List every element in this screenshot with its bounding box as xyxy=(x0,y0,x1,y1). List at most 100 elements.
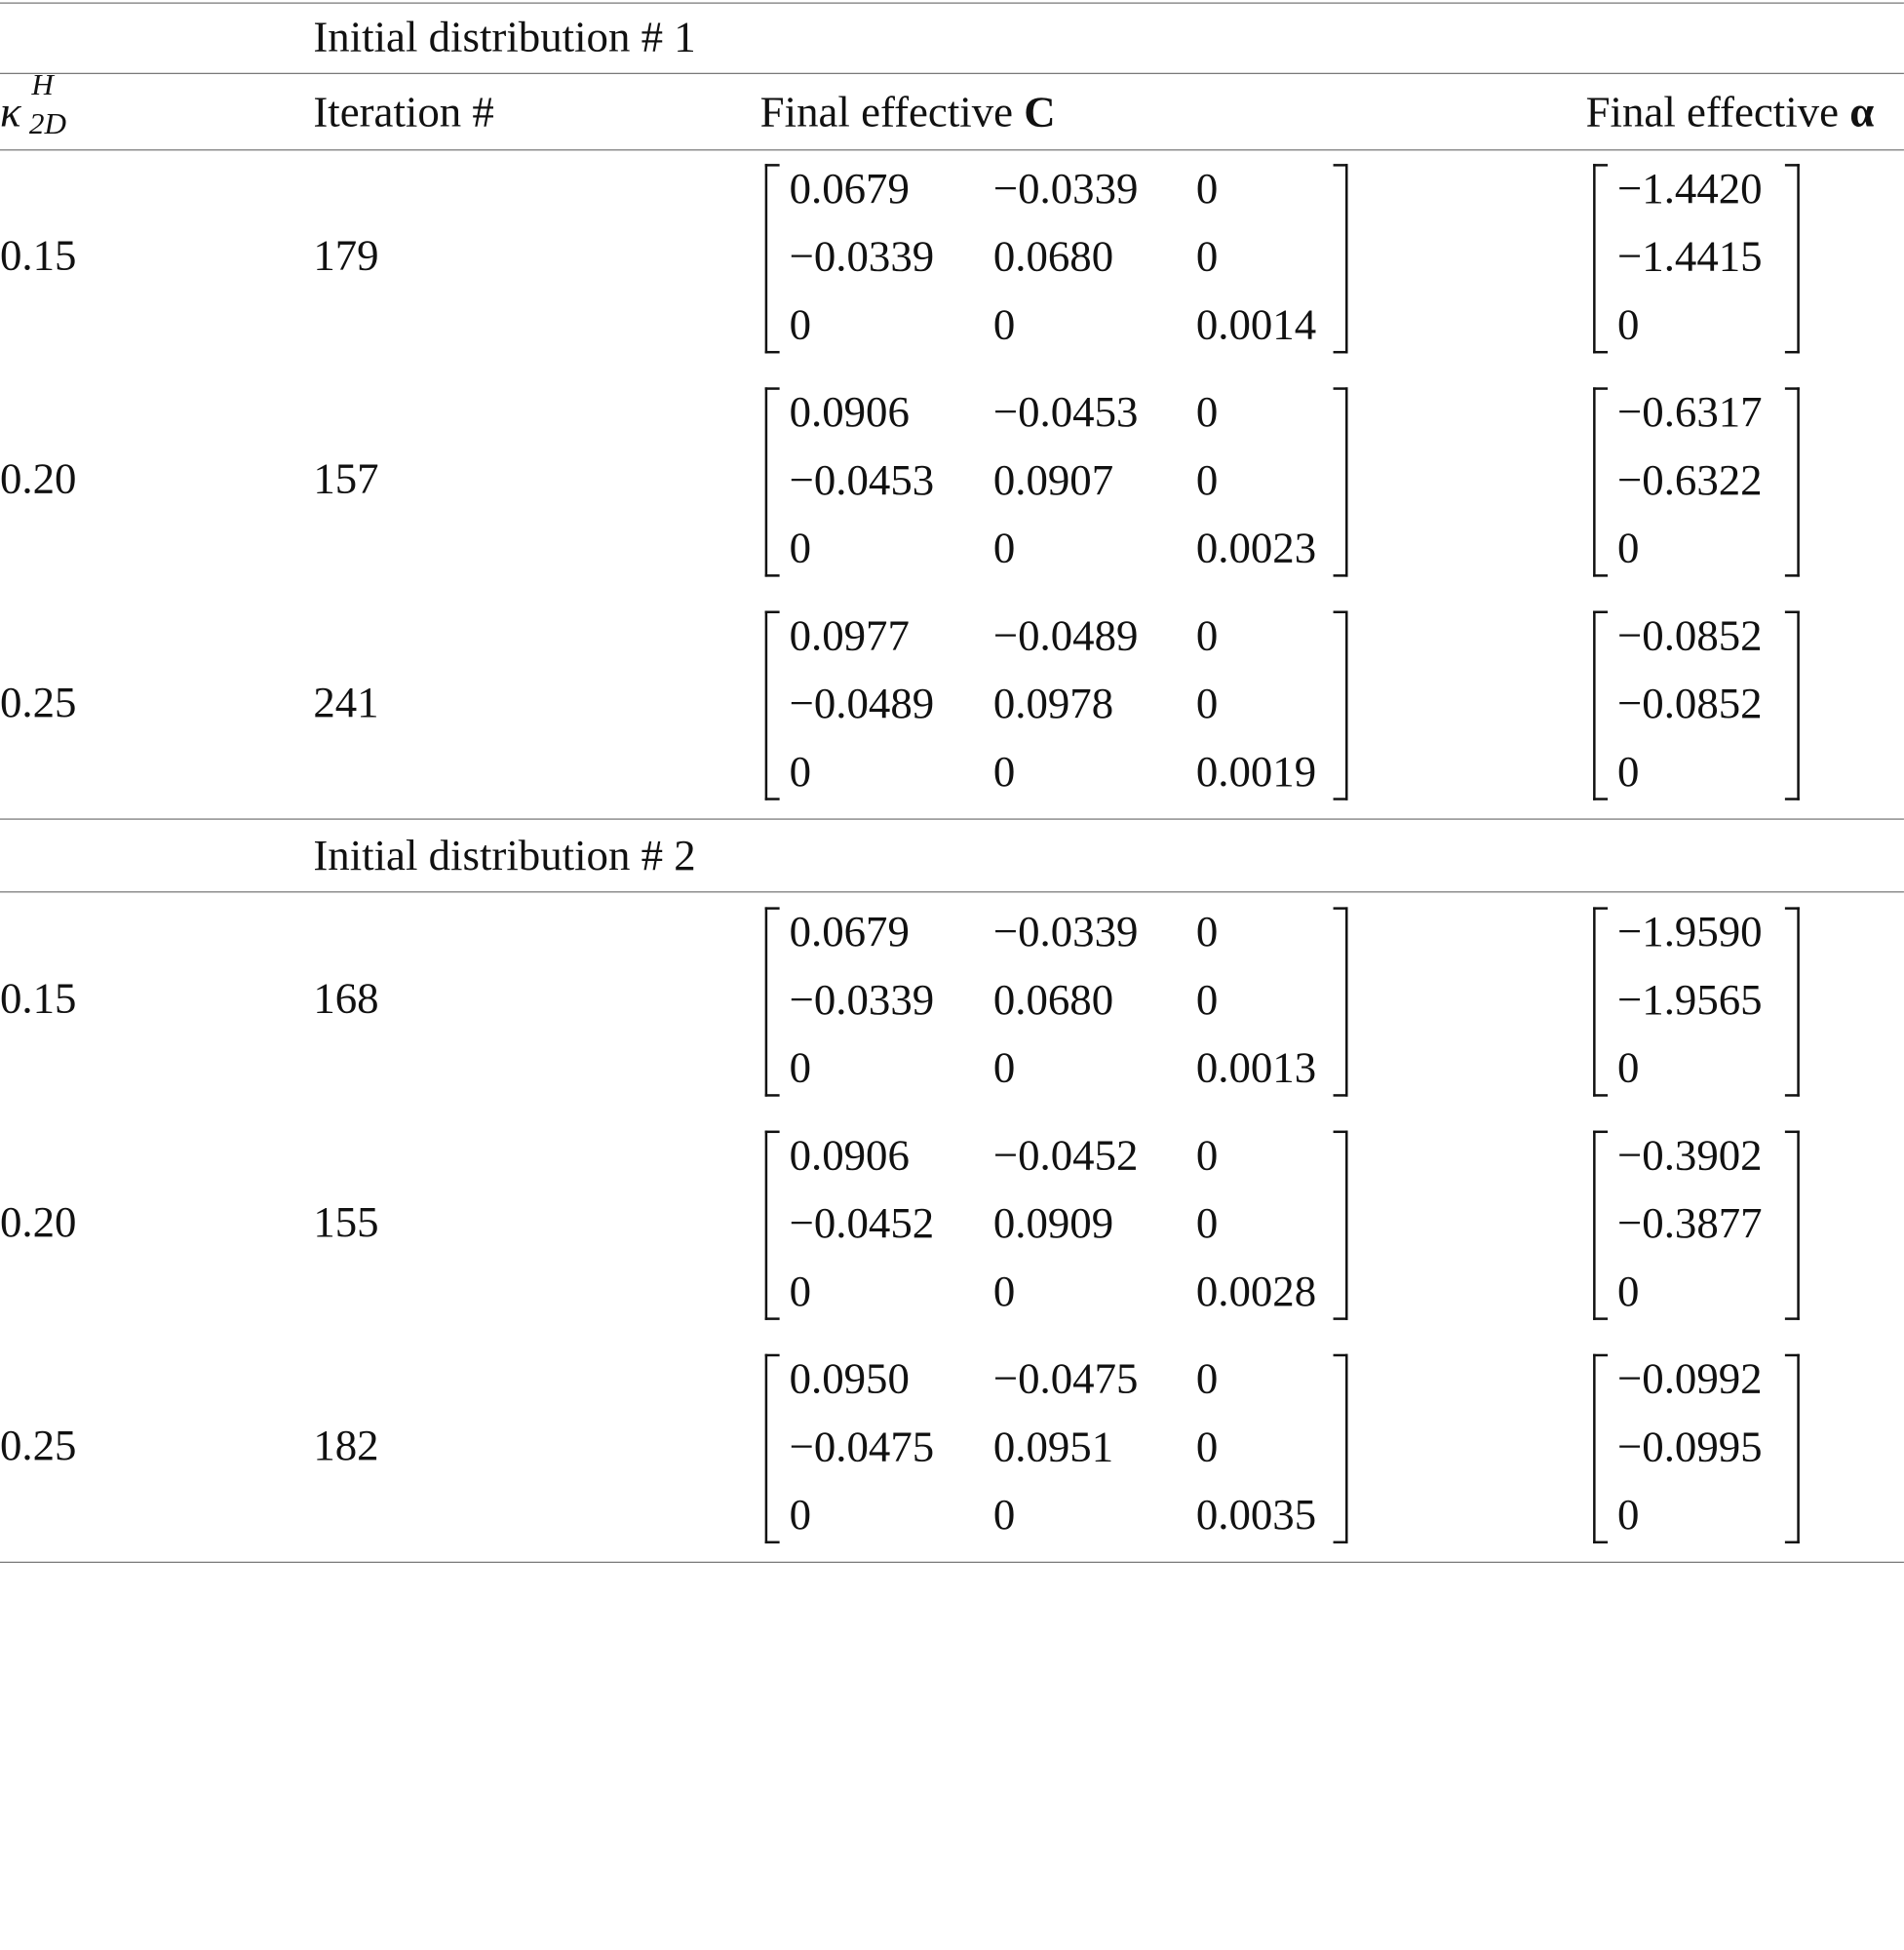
matrix-entry: 0 xyxy=(789,1490,811,1540)
matrix-entry: 0 xyxy=(1195,610,1219,660)
matrix-entry: 0 xyxy=(992,1267,1016,1315)
matrix-entry: 0.0023 xyxy=(1195,523,1317,572)
matrix-entry: 0 xyxy=(1195,231,1219,281)
matrix-entry: 0 xyxy=(992,299,1016,349)
final-c-column-header: Final effective C xyxy=(760,90,1056,134)
matrix-entry: 0.0680 xyxy=(992,231,1114,281)
vector-left-bracket xyxy=(1593,1353,1609,1544)
table-row-iteration: 241 xyxy=(313,677,379,726)
matrix-entry: 0.0035 xyxy=(1195,1490,1317,1540)
vector-right-bracket xyxy=(1784,164,1800,354)
effective-c-matrix: 0.0906 −0.0452 0 −0.0452 0.0909 0 0 0 0.… xyxy=(764,1130,1348,1320)
matrix-right-bracket xyxy=(1333,610,1348,800)
matrix-entry: −0.0339 xyxy=(789,231,935,281)
effective-alpha-vector: −0.0852 −0.0852 0 xyxy=(1593,610,1800,800)
table-row-kappa: 0.25 xyxy=(0,677,77,726)
section-1-header-rule xyxy=(0,72,1904,75)
matrix-entry: 0 xyxy=(1195,387,1219,437)
matrix-entry: −0.0489 xyxy=(789,679,935,728)
vector-left-bracket xyxy=(1593,907,1609,1097)
matrix-entry: 0.0019 xyxy=(1195,746,1317,796)
matrix-entry: 0.0028 xyxy=(1195,1267,1317,1315)
matrix-entry: −0.0475 xyxy=(992,1353,1139,1403)
vector-entry: −0.0992 xyxy=(1617,1353,1763,1403)
kappa-subscript: 2D xyxy=(28,107,66,141)
matrix-right-bracket xyxy=(1333,387,1348,577)
effective-alpha-vector: −1.4420 −1.4415 0 xyxy=(1593,164,1800,354)
vector-right-bracket xyxy=(1784,610,1800,800)
vector-right-bracket xyxy=(1784,1130,1800,1320)
matrix-entry: 0.0906 xyxy=(789,1130,910,1180)
vector-entry: 0 xyxy=(1617,1267,1640,1315)
effective-alpha-vector: −0.6317 −0.6322 0 xyxy=(1593,387,1800,577)
kappa-superscript: H xyxy=(31,68,54,102)
effective-c-matrix: 0.0977 −0.0489 0 −0.0489 0.0978 0 0 0 0.… xyxy=(764,610,1348,800)
matrix-entry: −0.0452 xyxy=(992,1130,1139,1180)
c-symbol: C xyxy=(1024,87,1056,136)
table-row-kappa: 0.20 xyxy=(0,453,77,503)
section-1-title: Initial distribution # 1 xyxy=(313,12,696,61)
effective-alpha-vector: −0.3902 −0.3877 0 xyxy=(1593,1130,1800,1320)
vector-entry: −0.0995 xyxy=(1617,1422,1763,1471)
matrix-entry: −0.0489 xyxy=(992,610,1139,660)
effective-c-matrix: 0.0906 −0.0453 0 −0.0453 0.0907 0 0 0 0.… xyxy=(764,387,1348,577)
kappa-symbol: κ xyxy=(0,87,21,136)
matrix-entry: 0 xyxy=(789,523,811,572)
header-bottom-rule xyxy=(0,149,1904,151)
vector-entry: 0 xyxy=(1617,299,1640,349)
table-row-iteration: 157 xyxy=(313,453,379,503)
vector-right-bracket xyxy=(1784,387,1800,577)
vector-entry: −0.6317 xyxy=(1617,387,1763,437)
table-row-kappa: 0.15 xyxy=(0,973,77,1023)
matrix-entry: 0.0951 xyxy=(992,1422,1114,1471)
results-table: Initial distribution # 1 κ H 2D Iteratio… xyxy=(0,2,1904,1564)
vector-entry: −0.0852 xyxy=(1617,610,1763,660)
vector-entry: 0 xyxy=(1617,746,1640,796)
matrix-entry: 0.0909 xyxy=(992,1198,1114,1248)
vector-left-bracket xyxy=(1593,164,1609,354)
matrix-entry: −0.0339 xyxy=(992,164,1139,213)
table-row-kappa: 0.20 xyxy=(0,1197,77,1246)
vector-entry: −0.6322 xyxy=(1617,455,1763,504)
matrix-right-bracket xyxy=(1333,907,1348,1097)
matrix-left-bracket xyxy=(764,164,780,354)
matrix-entry: 0 xyxy=(1195,907,1219,956)
final-alpha-column-header: Final effective α xyxy=(1586,90,1875,134)
matrix-entry: 0.0906 xyxy=(789,387,910,437)
matrix-left-bracket xyxy=(764,387,780,577)
table-row-kappa: 0.25 xyxy=(0,1421,77,1470)
section-2-header-rule xyxy=(0,891,1904,893)
table-row-iteration: 155 xyxy=(313,1197,379,1246)
matrix-entry: 0 xyxy=(789,299,811,349)
matrix-entry: 0 xyxy=(992,1490,1016,1540)
matrix-right-bracket xyxy=(1333,1353,1348,1544)
table-top-rule xyxy=(0,2,1904,5)
final-alpha-prefix: Final effective xyxy=(1585,87,1850,136)
vector-entry: −1.9590 xyxy=(1617,907,1763,956)
matrix-right-bracket xyxy=(1333,1130,1348,1320)
iteration-column-header: Iteration # xyxy=(313,87,494,136)
matrix-entry: 0 xyxy=(1195,679,1219,728)
matrix-entry: −0.0452 xyxy=(789,1198,935,1248)
vector-entry: −1.9565 xyxy=(1617,975,1763,1024)
matrix-entry: 0 xyxy=(992,746,1016,796)
matrix-entry: 0.0977 xyxy=(789,610,910,660)
vector-entry: −0.0852 xyxy=(1617,679,1763,728)
matrix-entry: 0 xyxy=(789,1042,811,1092)
vector-entry: 0 xyxy=(1617,1490,1640,1540)
vector-right-bracket xyxy=(1784,1353,1800,1544)
matrix-entry: 0.0978 xyxy=(992,679,1114,728)
matrix-left-bracket xyxy=(764,610,780,800)
section-divider-rule xyxy=(0,818,1904,821)
vector-left-bracket xyxy=(1593,1130,1609,1320)
vector-left-bracket xyxy=(1593,387,1609,577)
matrix-entry: −0.0453 xyxy=(992,387,1139,437)
vector-left-bracket xyxy=(1593,610,1609,800)
kappa-column-header: κ H 2D xyxy=(0,70,66,139)
table-row-iteration: 168 xyxy=(313,973,379,1023)
vector-entry: −1.4415 xyxy=(1617,231,1763,281)
table-bottom-rule xyxy=(0,1561,1904,1564)
matrix-entry: 0.0014 xyxy=(1195,299,1317,349)
final-c-prefix: Final effective xyxy=(759,87,1025,136)
